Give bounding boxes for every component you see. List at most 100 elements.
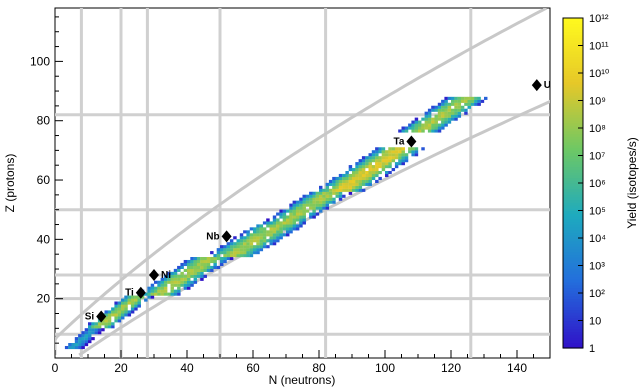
yield-cell bbox=[180, 280, 184, 284]
yield-cell bbox=[190, 259, 194, 264]
yield-cell bbox=[378, 170, 382, 175]
yield-cell bbox=[74, 337, 79, 341]
yield-cell bbox=[447, 96, 452, 100]
yield-cell bbox=[203, 262, 207, 267]
yield-cell bbox=[398, 150, 402, 154]
yield-cell bbox=[338, 188, 343, 192]
yield-cell bbox=[173, 289, 178, 293]
y-tick-label: 60 bbox=[37, 173, 51, 187]
colorbar-segment bbox=[563, 199, 583, 203]
yield-cell bbox=[404, 159, 409, 163]
yield-cell bbox=[414, 126, 419, 130]
yield-cell bbox=[239, 233, 244, 237]
yield-cell bbox=[319, 188, 323, 192]
yield-cell bbox=[368, 173, 372, 178]
yield-cell bbox=[121, 304, 125, 308]
colorbar-segment bbox=[563, 48, 583, 52]
yield-cell bbox=[371, 170, 376, 175]
yield-cell bbox=[292, 224, 297, 228]
yield-cell bbox=[259, 248, 264, 252]
yield-cell bbox=[411, 150, 415, 154]
yield-cell bbox=[94, 331, 99, 335]
yield-cell bbox=[163, 280, 168, 284]
colorbar-segment bbox=[563, 92, 583, 96]
yield-cell bbox=[338, 176, 343, 181]
colorbar-segment bbox=[563, 282, 583, 286]
yield-cell bbox=[239, 254, 244, 258]
yield-cell bbox=[160, 283, 165, 287]
yield-cell bbox=[253, 230, 257, 234]
yield-cell bbox=[292, 227, 297, 231]
yield-cell bbox=[295, 203, 300, 207]
colorbar-segment bbox=[563, 262, 583, 267]
yield-cell bbox=[411, 153, 415, 157]
yield-cell bbox=[451, 99, 455, 103]
colorbar-segment bbox=[563, 40, 583, 44]
yield-cell bbox=[457, 99, 462, 103]
yield-cell bbox=[305, 194, 310, 198]
yield-cell bbox=[312, 206, 316, 210]
drip-lines bbox=[55, 8, 550, 357]
yield-cell bbox=[385, 170, 389, 175]
colorbar-segment bbox=[563, 144, 583, 148]
colorbar-segment bbox=[563, 29, 583, 33]
yield-cell bbox=[441, 102, 445, 106]
yield-cell bbox=[378, 159, 382, 163]
yield-cell bbox=[431, 105, 435, 109]
yield-cell bbox=[167, 277, 171, 281]
yield-cell bbox=[352, 176, 356, 181]
colorbar-segment bbox=[563, 20, 583, 25]
yield-cell bbox=[114, 319, 118, 323]
yield-cell bbox=[361, 173, 366, 178]
yield-cell bbox=[338, 179, 343, 183]
yield-cell bbox=[312, 212, 316, 216]
yield-cell bbox=[338, 173, 343, 178]
yield-cell bbox=[229, 242, 234, 246]
yield-cell bbox=[365, 159, 369, 163]
yield-cell bbox=[295, 224, 300, 228]
colorbar-segment bbox=[563, 73, 583, 77]
colorbar-tick-label: 10 bbox=[589, 316, 601, 328]
yield-cell bbox=[460, 99, 465, 103]
yield-cell bbox=[401, 162, 405, 166]
yield-cell bbox=[391, 159, 396, 163]
yield-cell bbox=[371, 165, 376, 169]
yield-cell bbox=[454, 108, 458, 112]
isotope-label-nb: Nb bbox=[206, 231, 219, 242]
yield-cell bbox=[378, 165, 382, 169]
yield-cell bbox=[385, 156, 389, 160]
colorbar-segment bbox=[563, 133, 583, 137]
yield-cell bbox=[210, 265, 214, 270]
yield-cell bbox=[358, 185, 363, 189]
yield-cell bbox=[447, 105, 452, 109]
yield-cell bbox=[239, 236, 244, 240]
colorbar-segment bbox=[563, 304, 583, 308]
colorbar-tick-label: 10¹⁰ bbox=[589, 68, 610, 80]
yield-cell bbox=[246, 245, 250, 249]
colorbar-tick-label: 10⁷ bbox=[589, 151, 605, 163]
yield-cell bbox=[213, 259, 217, 264]
yield-cell bbox=[368, 165, 372, 169]
yield-cell bbox=[97, 322, 102, 326]
yield-cell bbox=[309, 200, 313, 204]
yield-cell bbox=[150, 292, 155, 296]
y-tick-label: 80 bbox=[37, 114, 51, 128]
colorbar-segment bbox=[563, 224, 583, 228]
yield-cell bbox=[365, 176, 369, 181]
yield-cell bbox=[342, 185, 346, 189]
yield-cell bbox=[447, 117, 452, 121]
yield-cell bbox=[104, 325, 108, 329]
yield-cell bbox=[266, 233, 270, 237]
yield-cell bbox=[104, 319, 108, 323]
yield-cell bbox=[315, 197, 320, 201]
yield-cell bbox=[84, 337, 89, 341]
colorbar-segment bbox=[563, 158, 583, 162]
yield-cell bbox=[272, 230, 277, 234]
yield-cell bbox=[355, 176, 359, 181]
x-axis-title: N (neutrons) bbox=[269, 373, 336, 387]
yield-cell bbox=[348, 179, 353, 183]
yield-cell bbox=[167, 274, 171, 278]
yield-cell bbox=[81, 334, 85, 338]
yield-cell bbox=[276, 221, 280, 225]
yield-cell bbox=[322, 206, 326, 210]
